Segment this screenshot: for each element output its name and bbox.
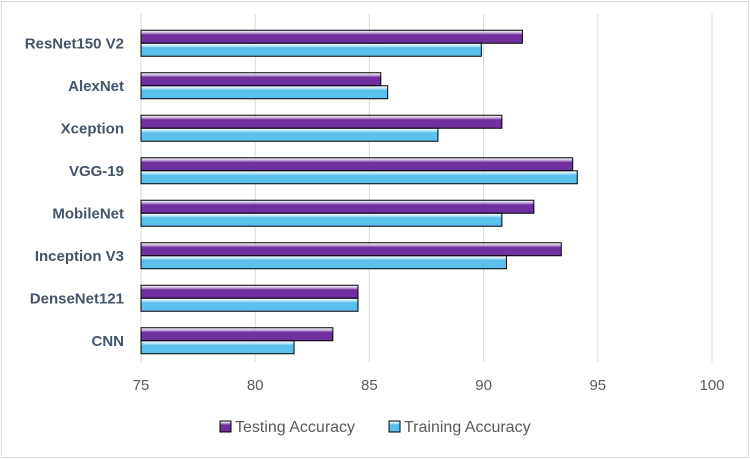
bar-inception-v3-testing-accuracy <box>140 242 562 257</box>
bar-cnn-training-accuracy <box>140 340 295 355</box>
x-tick-label-90: 90 <box>475 377 492 394</box>
bar-alexnet-testing-accuracy <box>140 72 382 87</box>
category-label-alexnet: AlexNet <box>68 78 124 95</box>
bar-vgg-19-testing-accuracy <box>140 157 574 172</box>
category-labels: ResNet150 V2 AlexNet Xception VGG-19 MobileN… <box>25 35 124 350</box>
bars <box>140 29 578 355</box>
bar-resnet150-v2-testing-accuracy <box>140 29 523 44</box>
bar-densenet121-testing-accuracy <box>140 284 359 299</box>
category-label-resnet150-v2: ResNet150 V2 <box>25 35 124 52</box>
bar-xception-training-accuracy <box>140 127 439 142</box>
x-tick-label-95: 95 <box>589 377 606 394</box>
x-tick-labels: 75 80 85 90 95 100 <box>133 377 725 394</box>
bar-mobilenet-training-accuracy <box>140 212 503 227</box>
x-tick-label-80: 80 <box>247 377 264 394</box>
legend-swatch-testing-accuracy <box>219 420 232 433</box>
category-label-xception: Xception <box>61 120 124 137</box>
bar-densenet121-training-accuracy <box>140 297 359 312</box>
bar-alexnet-training-accuracy <box>140 85 389 100</box>
category-label-vgg-19: VGG-19 <box>69 163 124 180</box>
legend-label-training-accuracy: Training Accuracy <box>404 419 531 436</box>
category-label-densenet121: DenseNet121 <box>30 290 124 307</box>
x-tick-label-100: 100 <box>699 377 724 394</box>
bar-cnn-testing-accuracy <box>140 327 334 342</box>
legend: Testing Accuracy Training Accuracy <box>219 419 531 436</box>
category-label-mobilenet: MobileNet <box>52 205 124 222</box>
x-tick-label-85: 85 <box>361 377 378 394</box>
category-label-inception-v3: Inception V3 <box>35 248 124 265</box>
category-label-cnn: CNN <box>92 333 125 350</box>
bar-resnet150-v2-training-accuracy <box>140 42 482 57</box>
legend-swatch-training-accuracy <box>388 420 401 433</box>
bar-xception-testing-accuracy <box>140 114 503 129</box>
bar-mobilenet-testing-accuracy <box>140 199 535 214</box>
x-tick-label-75: 75 <box>133 377 150 394</box>
bar-inception-v3-training-accuracy <box>140 255 507 270</box>
bar-vgg-19-training-accuracy <box>140 170 578 185</box>
legend-label-testing-accuracy: Testing Accuracy <box>235 419 355 436</box>
